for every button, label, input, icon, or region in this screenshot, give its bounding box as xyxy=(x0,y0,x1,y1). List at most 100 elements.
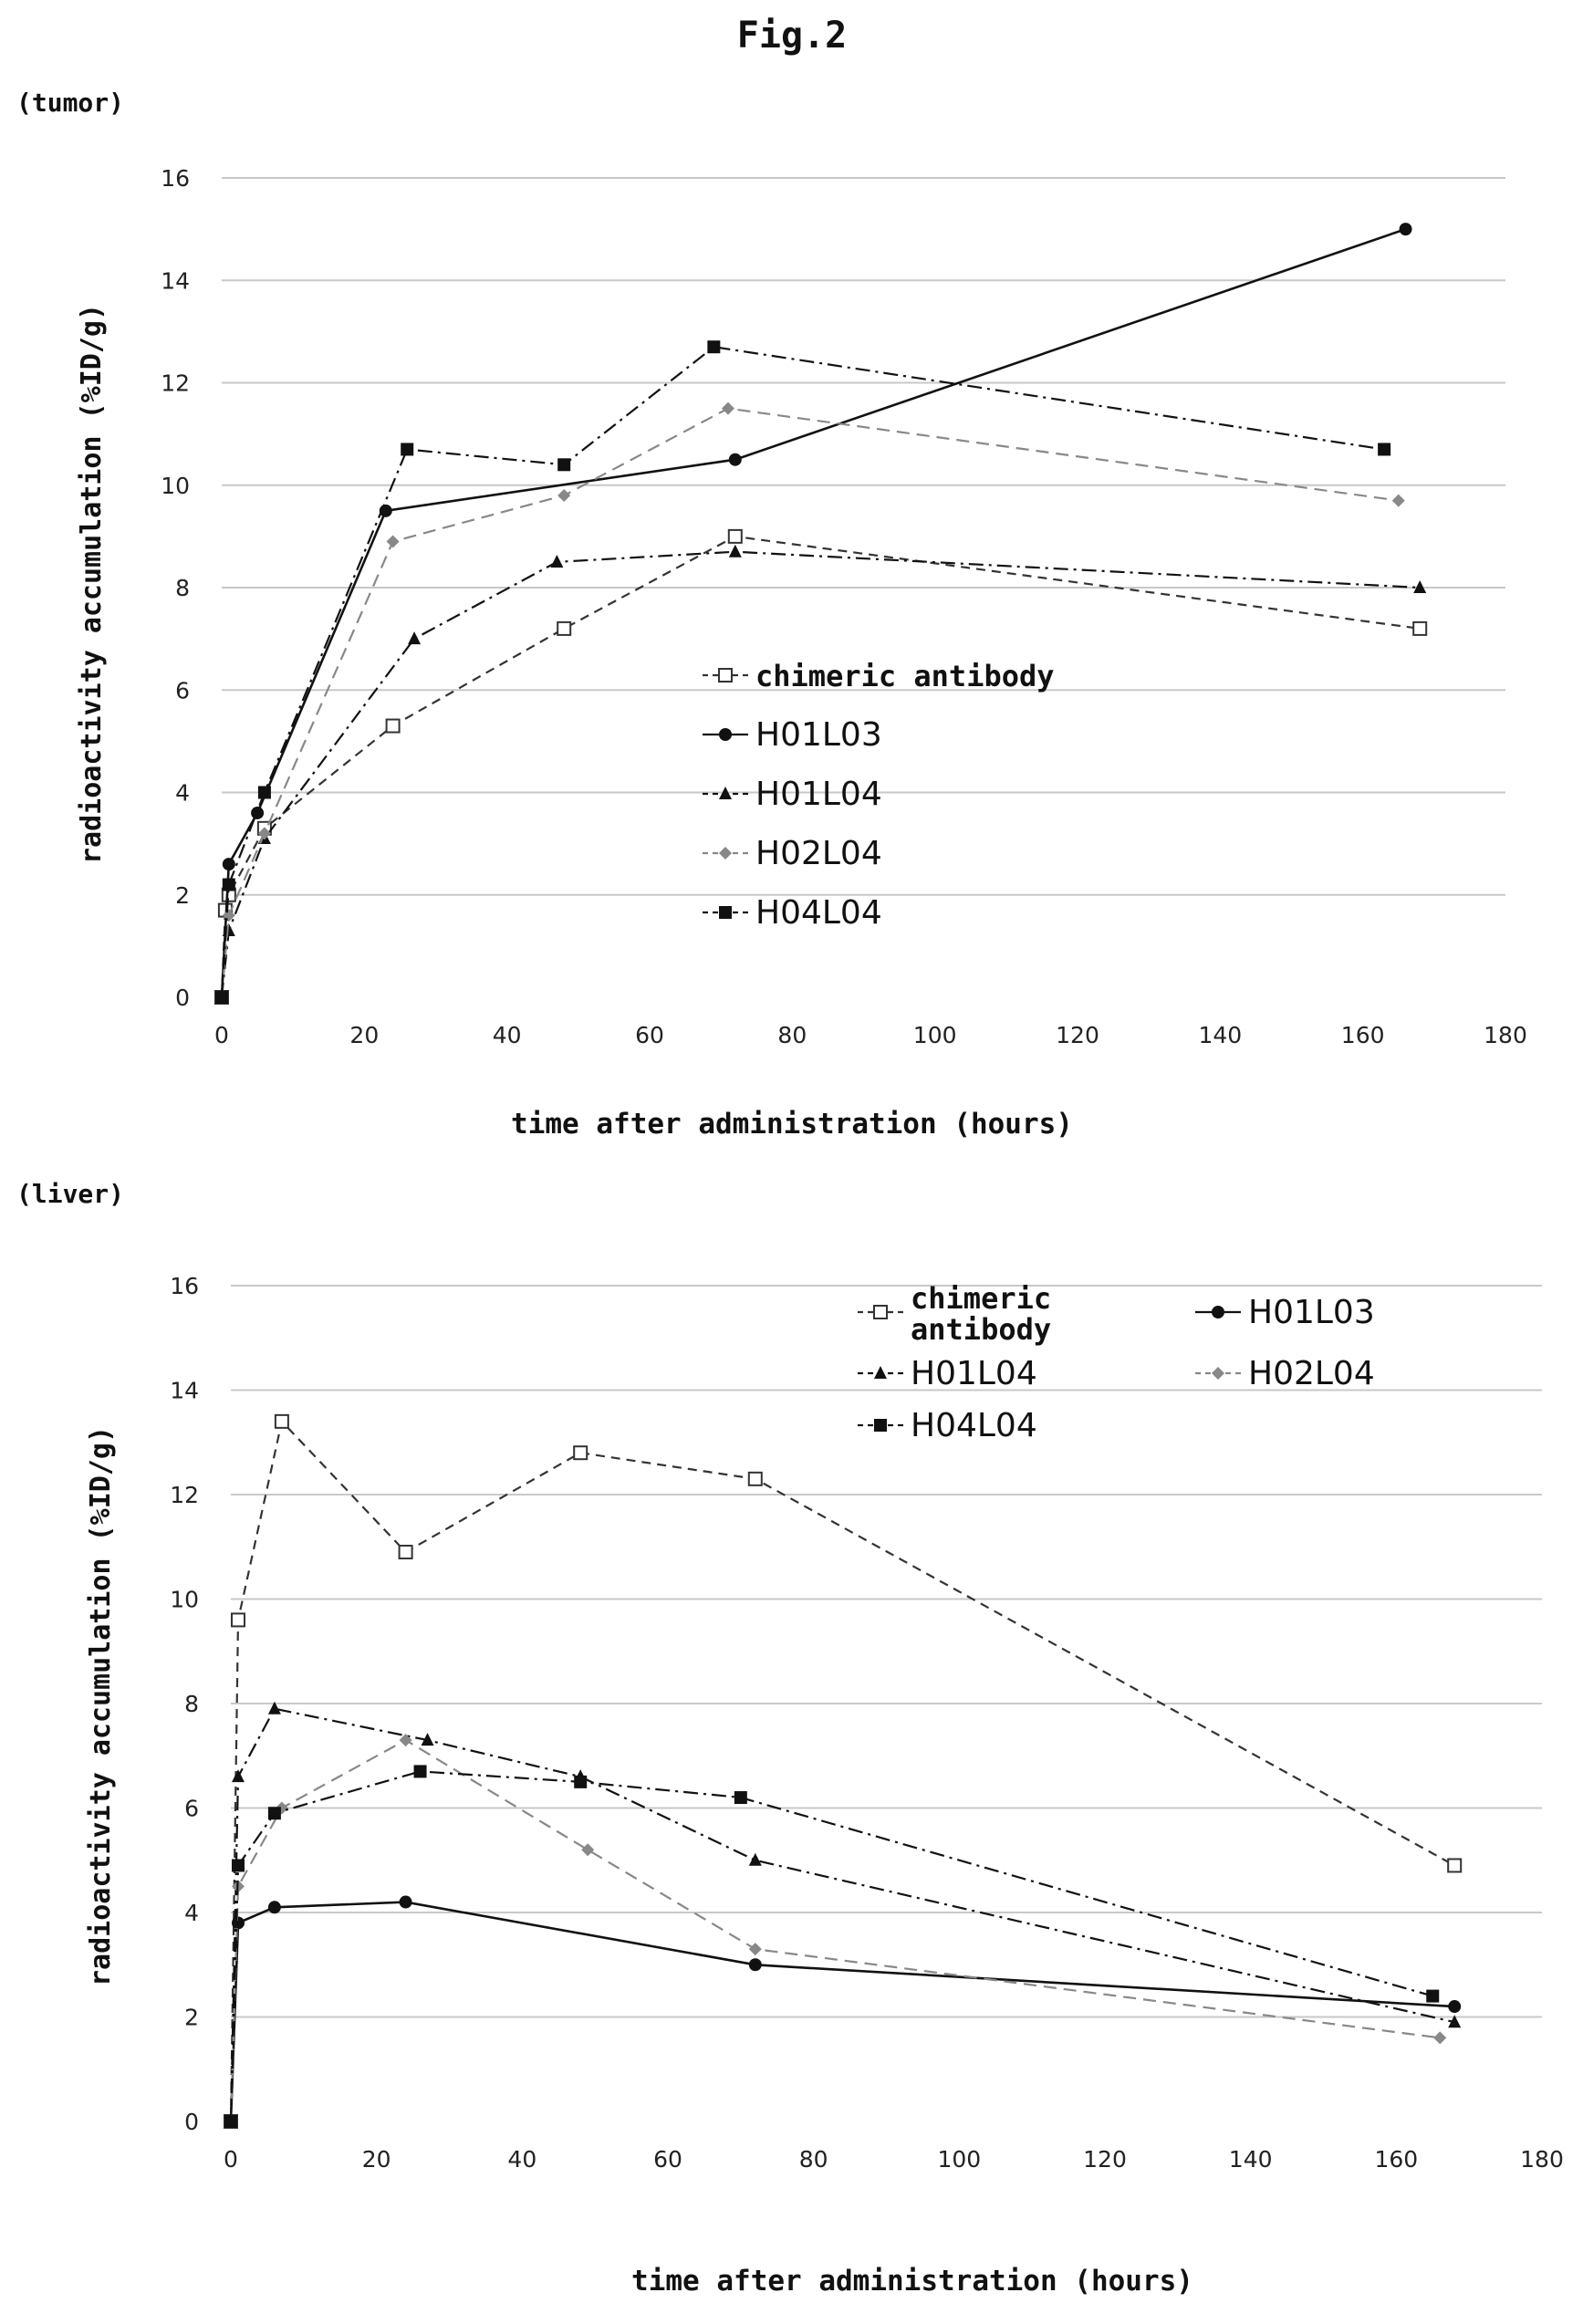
liver-x-tick-label: 140 xyxy=(1229,2146,1273,2173)
liver-series xyxy=(224,1413,1463,2129)
tumor-data-point-h02l04 xyxy=(222,909,235,922)
liver-series-line-h01l03 xyxy=(229,1901,1455,2122)
tumor-legend-marker-h04l04 xyxy=(719,906,732,919)
liver-data-point-h01l03 xyxy=(267,1901,281,1914)
liver-data-point-h04l04 xyxy=(1426,1989,1440,2003)
liver-series-line-h02l04 xyxy=(229,1738,1441,2122)
liver-legend-label-chimeric-antibody: chimeric antibody xyxy=(911,1281,1051,1347)
tumor-legend-label-h01l04: H01L04 xyxy=(755,776,882,813)
liver-x-tick-label: 40 xyxy=(507,2146,536,2173)
liver-data-point-h04l04 xyxy=(231,1859,245,1872)
liver-y-tick-label: 2 xyxy=(184,2005,199,2031)
liver-x-tick-label: 160 xyxy=(1374,2146,1418,2173)
liver-data-point-h01l03 xyxy=(748,1958,762,1972)
liver-legend-marker-h01l04 xyxy=(874,1366,887,1379)
liver-legend-item-h04l04: H04L04 xyxy=(858,1407,1037,1444)
liver-y-tick-label: 10 xyxy=(170,1587,199,1613)
tumor-data-point-chimeric-antibody xyxy=(385,718,401,734)
liver-legend-marker-h04l04 xyxy=(874,1419,887,1432)
liver-x-tick-label: 80 xyxy=(799,2146,828,2173)
tumor-x-tick-label: 120 xyxy=(1056,1022,1099,1048)
liver-x-tick-label: 0 xyxy=(224,2146,238,2173)
tumor-data-point-h01l04 xyxy=(550,554,564,568)
liver-data-point-chimeric-antibody xyxy=(573,1445,588,1461)
tumor-panel: (tumor) 0 2 4 6 8 10 12 14 16 0 20 40 60 80 100 120 140… xyxy=(16,88,1527,1141)
tumor-y-tick-label: 16 xyxy=(161,165,190,192)
tumor-gridlines xyxy=(222,177,1505,896)
liver-data-point-h04l04 xyxy=(574,1775,588,1788)
liver-legend-label-h01l04: H01L04 xyxy=(911,1355,1037,1392)
liver-x-tick-label: 100 xyxy=(937,2146,981,2173)
tumor-legend-marker-h02l04 xyxy=(719,847,732,860)
tumor-series-line-h01l03 xyxy=(220,227,1407,998)
tumor-x-tick-label: 40 xyxy=(493,1022,522,1048)
liver-x-ticks: 0 20 40 60 80 100 120 140 160 180 xyxy=(224,2146,1564,2173)
tumor-data-point-h04l04 xyxy=(707,340,721,354)
liver-data-point-h01l03 xyxy=(1448,2000,1462,2014)
liver-y-tick-label: 8 xyxy=(184,1691,199,1717)
liver-data-point-h02l04 xyxy=(581,1843,595,1857)
liver-data-point-h04l04 xyxy=(413,1765,427,1778)
tumor-legend-item-h04l04: H04L04 xyxy=(703,894,882,932)
tumor-legend-marker-chimeric-antibody xyxy=(718,668,733,683)
liver-legend-item-chimeric-antibody: chimeric antibody xyxy=(858,1281,1051,1347)
tumor-x-axis-label: time after administration (hours) xyxy=(511,1108,1073,1141)
tumor-data-point-h04l04 xyxy=(401,443,414,456)
figure-title: Fig.2 xyxy=(737,15,847,57)
liver-data-point-h01l04 xyxy=(748,1852,762,1866)
tumor-data-point-h04l04 xyxy=(257,786,271,799)
liver-data-point-h02l04 xyxy=(748,1943,762,1956)
tumor-legend-marker-h01l04 xyxy=(719,787,732,799)
tumor-y-tick-label: 10 xyxy=(161,473,190,499)
liver-legend: chimeric antibody H01L03 H01L04 H02L04 H04L04 xyxy=(858,1281,1375,1444)
liver-panel: (liver) 0 2 4 6 8 10 12 14 16 0 20 40 60 80 100 120 140… xyxy=(16,1179,1564,2298)
tumor-data-point-h02l04 xyxy=(257,827,271,840)
liver-data-point-h02l04 xyxy=(399,1734,412,1747)
liver-legend-label-h01l03: H01L03 xyxy=(1248,1294,1375,1331)
tumor-legend-item-h02l04: H02L04 xyxy=(703,835,882,872)
tumor-legend-marker-h01l03 xyxy=(719,728,732,741)
tumor-x-tick-label: 80 xyxy=(777,1022,807,1048)
liver-x-tick-label: 180 xyxy=(1520,2146,1564,2173)
tumor-data-point-h01l03 xyxy=(728,453,742,466)
tumor-series xyxy=(214,223,1428,1005)
liver-legend-item-h02l04: H02L04 xyxy=(1195,1355,1375,1392)
tumor-data-point-h01l04 xyxy=(408,631,422,645)
liver-data-point-h04l04 xyxy=(224,2115,237,2128)
liver-data-point-chimeric-antibody xyxy=(747,1471,763,1486)
panel-label-liver: (liver) xyxy=(16,1179,124,1209)
panel-label-tumor: (tumor) xyxy=(16,88,124,118)
tumor-series-line-chimeric-antibody xyxy=(220,535,1421,998)
liver-legend-item-h01l04: H01L04 xyxy=(858,1355,1037,1392)
tumor-y-ticks: 0 2 4 6 8 10 12 14 16 xyxy=(161,165,190,1011)
liver-data-point-chimeric-antibody xyxy=(1447,1858,1463,1873)
liver-data-point-h04l04 xyxy=(734,1791,747,1805)
tumor-y-tick-label: 0 xyxy=(175,985,190,1011)
tumor-data-point-h04l04 xyxy=(215,991,228,1004)
liver-legend-label-h04l04: H04L04 xyxy=(911,1407,1037,1444)
liver-data-point-h01l04 xyxy=(231,1769,245,1783)
tumor-legend-item-h01l03: H01L03 xyxy=(703,716,882,754)
tumor-y-tick-label: 6 xyxy=(175,677,190,703)
tumor-data-point-h01l03 xyxy=(1399,223,1412,236)
tumor-data-point-h02l04 xyxy=(721,401,734,415)
tumor-y-tick-label: 4 xyxy=(175,780,190,807)
tumor-legend-label-chimeric-antibody: chimeric antibody xyxy=(755,659,1055,693)
liver-y-tick-label: 12 xyxy=(170,1482,199,1508)
tumor-data-point-h02l04 xyxy=(1391,494,1405,507)
liver-series-line-h04l04 xyxy=(229,1770,1433,2122)
tumor-data-point-chimeric-antibody xyxy=(1412,620,1428,636)
liver-data-point-h01l03 xyxy=(399,1895,412,1909)
liver-gridlines xyxy=(231,1285,1542,2018)
tumor-x-tick-label: 180 xyxy=(1484,1022,1527,1048)
tumor-data-point-h04l04 xyxy=(557,458,571,472)
tumor-x-tick-label: 20 xyxy=(349,1022,379,1048)
liver-data-point-h02l04 xyxy=(1433,2031,1447,2045)
liver-y-tick-label: 4 xyxy=(184,1900,199,1926)
tumor-data-point-h01l04 xyxy=(1413,580,1427,593)
tumor-legend-item-h01l04: H01L04 xyxy=(703,776,882,813)
liver-legend-marker-chimeric-antibody xyxy=(873,1305,888,1319)
tumor-y-tick-label: 8 xyxy=(175,575,190,601)
liver-legend-item-h01l03: H01L03 xyxy=(1195,1294,1375,1331)
